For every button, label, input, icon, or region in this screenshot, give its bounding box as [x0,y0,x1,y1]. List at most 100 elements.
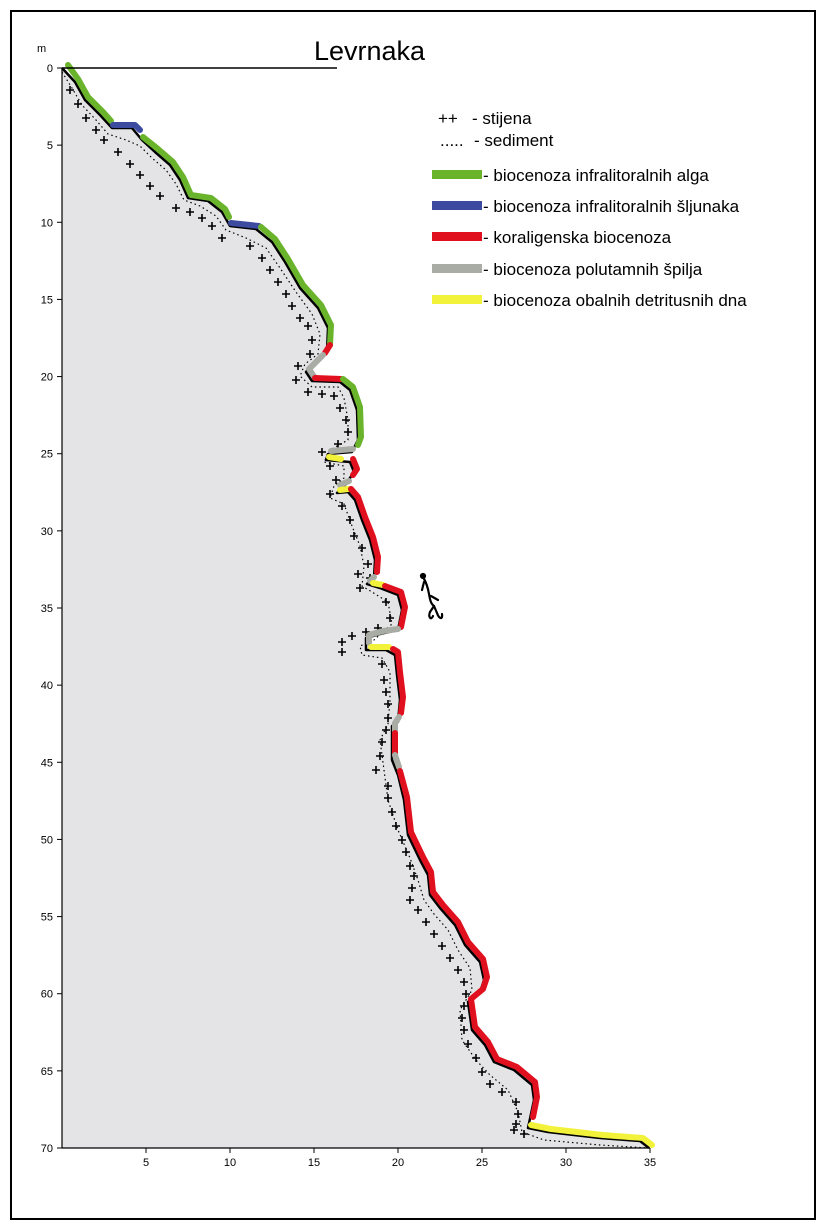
y-tick-label: 15 [41,294,53,306]
x-tick-label: 5 [143,1157,149,1169]
rock-cross [208,222,216,230]
rock-cross [388,808,396,816]
rock-cross [414,906,422,914]
rock-cross [498,1088,506,1096]
rock-cross [378,738,386,746]
legend-swatch-detritus [432,295,482,304]
rock-cross [458,1014,466,1022]
seabed-area [62,68,649,1148]
band-algae-4 [340,376,364,448]
legend-coral-label: - koraligenska biocenoza [483,228,672,247]
rock-cross [464,1040,472,1048]
rock-cross [146,182,154,190]
x-tick-label: 15 [308,1157,320,1169]
rock-cross [410,872,418,880]
y-tick-label: 0 [47,63,53,75]
y-axis-unit: m [37,43,46,55]
sediment-dotted-line [61,71,649,1149]
rock-cross [288,302,296,310]
rock-cross [308,336,316,344]
rock-cross [438,942,446,950]
rock-cross [472,1054,480,1062]
y-tick-label: 35 [41,603,53,615]
rock-cross [462,990,470,998]
legend-swatch-pebbles [432,201,482,210]
band-detritus-2 [337,486,351,493]
rock-cross [384,794,392,802]
legend-swatch-coral [432,232,482,241]
rock-cross [376,752,384,760]
rock-cross [266,266,274,274]
rock-cross [378,660,386,668]
rock-cross [364,560,372,568]
rock-cross [430,930,438,938]
rock-cross [82,114,90,122]
rock-cross [382,726,390,734]
rock-cross [460,1002,468,1010]
rock-cross [354,570,362,578]
band-detritus-3 [370,580,386,588]
band-coral-5 [382,583,408,630]
rock-crosses [66,86,528,1138]
band-algae-1 [65,62,114,124]
rock-cross [92,126,100,134]
rock-cross [408,884,416,892]
rock-cross [356,584,364,592]
rock-cross [348,632,356,640]
y-tick-label: 20 [41,372,53,384]
rock-cross [326,490,334,498]
x-tick-label: 10 [224,1157,236,1169]
rock-cross [338,502,346,510]
rock-cross [294,362,302,370]
rock-cross [330,392,338,400]
rock-cross [66,86,74,94]
rock-cross [100,136,108,144]
band-detritus-5 [528,1122,655,1148]
rock-cross [292,376,300,384]
rock-cross [304,322,312,330]
rock-cross [156,192,164,200]
rock-cross [186,208,194,216]
rock-cross [172,204,180,212]
legend: ++ - stijena ..... - sediment - biocenoz… [432,109,747,310]
legend-cave-label: - biocenoza polutamnih špilja [483,260,703,279]
band-algae-3 [258,224,334,348]
rock-cross [318,390,326,398]
legend-swatch-cave [432,264,482,273]
band-cave-7 [392,752,402,770]
rock-cross [306,350,314,358]
rock-cross [384,782,392,790]
rock-cross [392,822,400,830]
x-tick-label: 25 [476,1157,488,1169]
band-coral-8 [397,768,540,1120]
rock-cross [136,171,144,179]
band-cave-4 [367,574,377,584]
legend-pebbles-label: - biocenoza infralitoralnih šljunaka [483,197,740,216]
band-pebbles-2 [228,220,262,229]
band-coral-6 [390,646,406,716]
rock-cross [384,700,392,708]
rock-cross [258,254,266,262]
rock-cross [512,1098,520,1106]
y-tick-label: 10 [41,217,53,229]
x-tick-label: 35 [644,1157,656,1169]
rock-cross [332,476,340,484]
rock-cross [336,404,344,412]
y-tick-label: 65 [41,1066,53,1078]
rock-cross [406,862,414,870]
rock-cross [318,448,326,456]
y-tick-label: 30 [41,526,53,538]
legend-sediment-symbol: ..... [440,131,464,150]
rock-cross [274,278,282,286]
rock-cross [218,234,226,242]
y-tick-label: 25 [41,449,53,461]
y-tick-label: 40 [41,680,53,692]
band-cave-1 [306,352,326,381]
legend-rock-symbol: ++ [438,109,458,128]
rock-cross [402,848,410,856]
rock-cross [114,148,122,156]
band-detritus-1 [326,454,344,462]
rock-cross [296,314,304,322]
rock-cross [380,676,388,684]
